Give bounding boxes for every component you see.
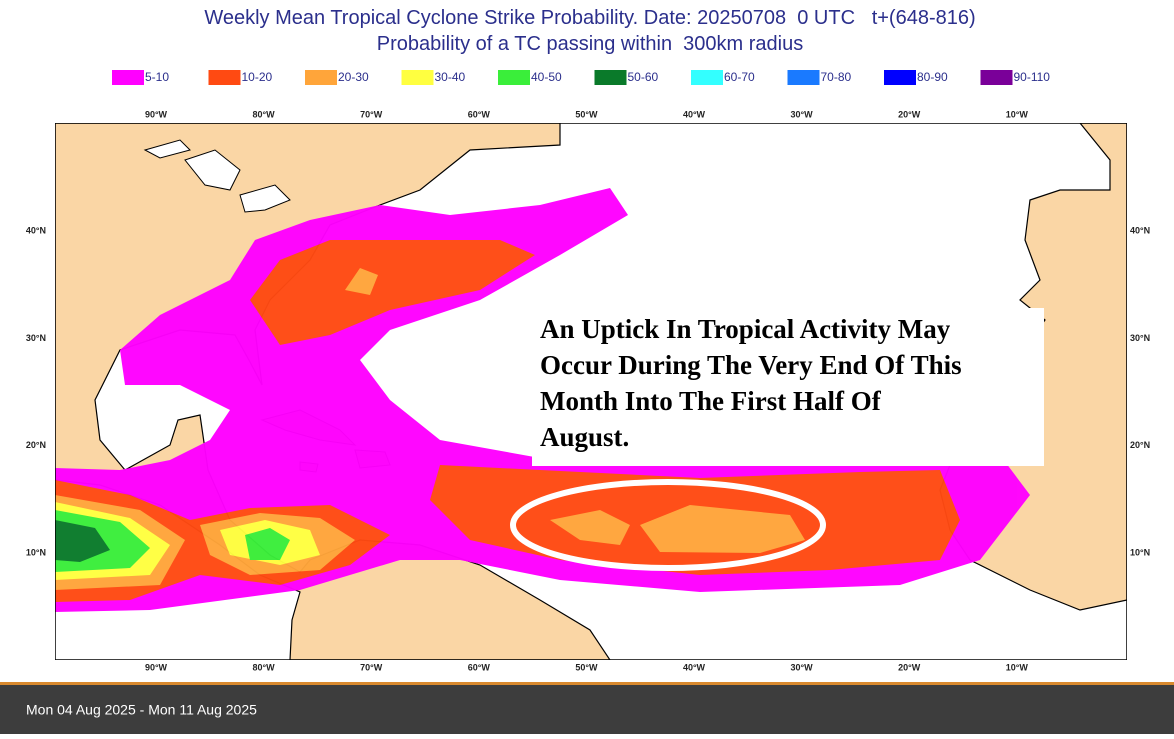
map-subtitle: Probability of a TC passing within 300km… <box>377 33 804 55</box>
lon-label: 10°W <box>1006 662 1029 672</box>
date-range: Mon 04 Aug 2025 - Mon 11 Aug 2025 <box>26 702 257 718</box>
legend-label: 90-110 <box>1014 70 1051 84</box>
annotation-line: Occur During The Very End Of This <box>540 350 962 380</box>
lat-label: 40°N <box>1130 225 1150 235</box>
annotation-box <box>532 308 1044 466</box>
lat-label: 10°N <box>26 548 46 558</box>
legend-label: 40-50 <box>531 70 562 84</box>
lon-label: 30°W <box>791 662 814 672</box>
legend-label: 5-10 <box>145 70 169 84</box>
lon-label: 80°W <box>253 662 276 672</box>
legend: 5-10 10-20 20-30 30-40 40-50 50-60 60-70 70-80 8… <box>112 70 1050 85</box>
lon-label: 50°W <box>575 109 598 119</box>
legend-swatch <box>112 70 144 85</box>
legend-swatch <box>305 70 337 85</box>
lon-label: 90°W <box>145 662 168 672</box>
annotation: An Uptick In Tropical Activity May Occur … <box>540 314 962 452</box>
legend-swatch <box>401 70 434 85</box>
lon-label: 40°W <box>683 662 706 672</box>
legend-swatch <box>208 70 241 85</box>
legend-swatch <box>787 70 820 85</box>
lat-label: 20°N <box>26 440 46 450</box>
legend-label: 80-90 <box>917 70 948 84</box>
graticule-labels: 90°W 90°W 80°W 80°W 70°W 70°W 60°W 60°W 50°W 50°W… <box>26 109 1150 672</box>
footer-rule <box>0 682 1174 685</box>
footer <box>0 685 1174 734</box>
annotation-line: An Uptick In Tropical Activity May <box>540 314 951 344</box>
lat-label: 10°N <box>1130 548 1150 558</box>
lon-label: 20°W <box>898 662 921 672</box>
map <box>55 123 1127 660</box>
map-title: Weekly Mean Tropical Cyclone Strike Prob… <box>204 7 975 29</box>
legend-label: 10-20 <box>242 70 273 84</box>
lon-label: 90°W <box>145 109 168 119</box>
lon-label: 10°W <box>1006 109 1029 119</box>
lat-label: 20°N <box>1130 440 1150 450</box>
lon-label: 60°W <box>468 662 491 672</box>
lat-label: 30°N <box>1130 333 1150 343</box>
legend-swatch <box>980 70 1013 85</box>
legend-swatch <box>884 70 916 85</box>
annotation-line: Month Into The First Half Of <box>540 386 882 416</box>
legend-label: 70-80 <box>821 70 852 84</box>
legend-swatch <box>691 70 723 85</box>
lon-label: 80°W <box>253 109 276 119</box>
legend-swatch <box>594 70 627 85</box>
legend-label: 20-30 <box>338 70 369 84</box>
lon-label: 70°W <box>360 109 383 119</box>
legend-label: 50-60 <box>628 70 659 84</box>
lon-label: 60°W <box>468 109 491 119</box>
lat-label: 30°N <box>26 333 46 343</box>
legend-label: 30-40 <box>435 70 466 84</box>
legend-label: 60-70 <box>724 70 755 84</box>
lon-label: 50°W <box>575 662 598 672</box>
lat-label: 40°N <box>26 225 46 235</box>
annotation-line: August. <box>540 422 629 452</box>
legend-swatch <box>498 70 530 85</box>
lon-label: 30°W <box>791 109 814 119</box>
lon-label: 40°W <box>683 109 706 119</box>
lon-label: 70°W <box>360 662 383 672</box>
lon-label: 20°W <box>898 109 921 119</box>
